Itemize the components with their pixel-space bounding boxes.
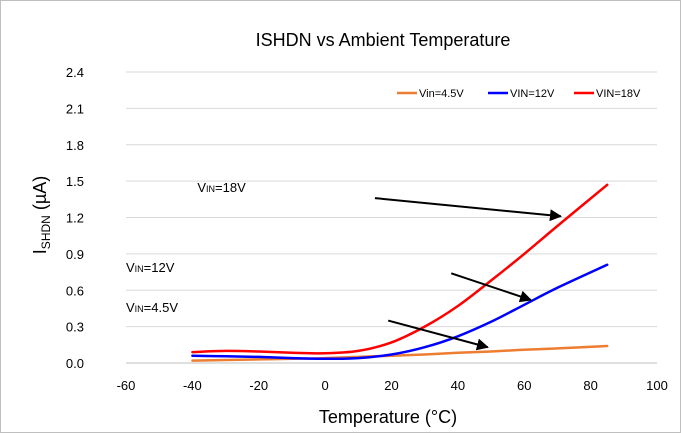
grid: [126, 71, 657, 328]
x-tick-label: 100: [646, 378, 668, 393]
legend: Vin=4.5V VIN=12V VIN=18V: [397, 88, 641, 100]
x-tick-label: 40: [451, 378, 465, 393]
legend-entry: VIN=12V: [510, 88, 555, 100]
series-line-2: [191, 183, 609, 355]
x-axis-title: Temperature (°C): [319, 407, 457, 427]
axes: 0.0 0.3 0.6 0.9 1.2 1.5 1.8 2.1 2.4 -60 -40 -20 0 20 4…: [66, 65, 668, 393]
y-tick-label: 1.5: [66, 174, 84, 189]
x-tick-label: -20: [249, 378, 268, 393]
y-tick-label: 2.1: [66, 101, 84, 116]
y-axis-title-unit: (µA): [30, 176, 50, 215]
annotation-arrow-0: [374, 197, 562, 222]
legend-entry: VIN=18V: [596, 88, 641, 100]
x-tick-label: -40: [183, 378, 202, 393]
x-tick-label: 60: [517, 378, 531, 393]
legend-entry: Vin=4.5V: [419, 88, 464, 100]
annotation-label-0: VIN=18V: [197, 180, 246, 195]
x-tick-label: 80: [583, 378, 597, 393]
y-tick-label: 0.3: [66, 320, 84, 335]
series-line-1: [191, 263, 609, 361]
annotation-label-2: VIN=4.5V: [126, 300, 178, 315]
y-tick-label: 0.6: [66, 283, 84, 298]
annotation-arrow-1: [450, 272, 533, 303]
annotation-label-1: VIN=12V: [126, 260, 175, 275]
y-tick-label: 0.9: [66, 247, 84, 262]
y-tick-label: 1.2: [66, 211, 84, 226]
y-tick-label: 1.8: [66, 138, 84, 153]
annotation-arrow-2: [387, 319, 489, 351]
y-tick-label: 0.0: [66, 356, 84, 371]
x-tick-label: 20: [384, 378, 398, 393]
series-layer: [191, 183, 609, 362]
y-axis-title-sub: SHDN: [39, 215, 53, 249]
y-axis-title: ISHDN (µA): [30, 176, 53, 254]
annotation-layer: VIN=18V VIN=12V VIN=4.5V: [126, 180, 562, 351]
x-tick-label: 0: [322, 378, 329, 393]
y-axis-title-main: I: [30, 249, 50, 254]
chart-title: ISHDN vs Ambient Temperature: [256, 30, 511, 50]
x-tick-label: -60: [117, 378, 136, 393]
y-tick-label: 2.4: [66, 65, 84, 80]
